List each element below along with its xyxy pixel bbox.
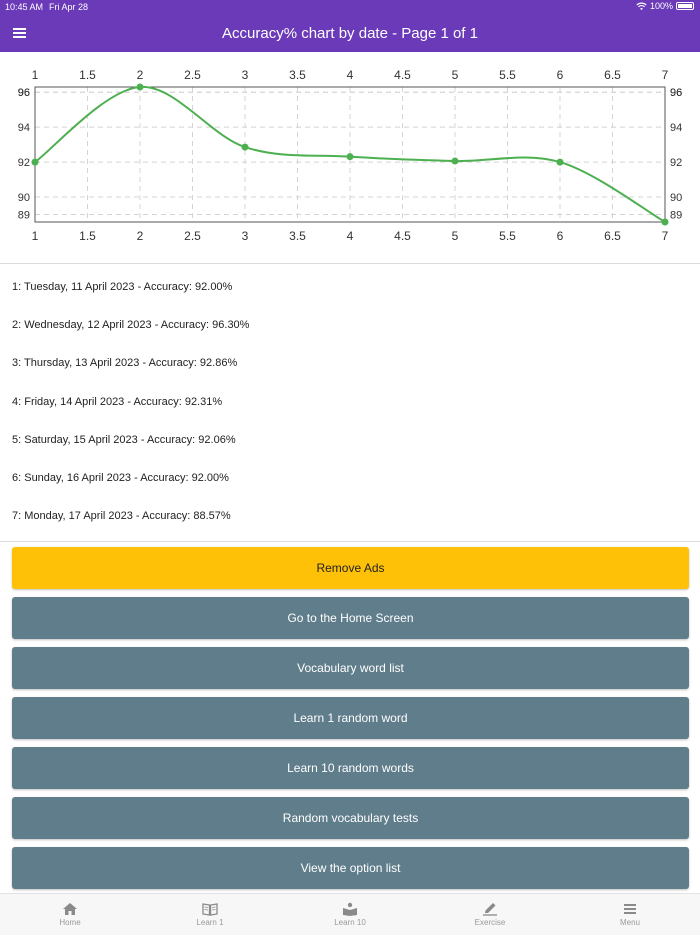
status-time: 10:45 AM: [5, 2, 44, 12]
y-tick-label-right: 92: [670, 157, 682, 169]
x-tick-label-bottom: 6: [557, 229, 564, 243]
x-tick-label-top: 1: [32, 68, 39, 82]
list-item: 2: Wednesday, 12 April 2023 - Accuracy: …: [12, 319, 250, 332]
reader-icon: [343, 902, 357, 916]
x-tick-label-top: 6.5: [604, 68, 621, 82]
divider: [0, 263, 700, 264]
nav-menu[interactable]: Menu: [560, 894, 700, 935]
data-point: [451, 157, 459, 165]
y-tick-label-right: 96: [670, 87, 682, 99]
list-item: 1: Tuesday, 11 April 2023 - Accuracy: 92…: [12, 281, 233, 293]
x-tick-label-top: 5.5: [499, 68, 516, 82]
x-tick-label-bottom: 4: [347, 229, 354, 243]
status-bar: 10:45 AM Fri Apr 28 100%: [0, 0, 700, 14]
menu-icon: [624, 904, 636, 914]
home-icon: [63, 903, 77, 915]
nav-label: Home: [59, 918, 81, 927]
x-tick-label-bottom: 7: [662, 229, 669, 243]
x-tick-label-bottom: 3.5: [289, 229, 306, 243]
y-tick-label-right: 96: [670, 87, 682, 99]
pencil-icon: [483, 903, 497, 916]
word-list-button[interactable]: Vocabulary word list: [12, 647, 689, 689]
nav-label: Exercise: [474, 918, 506, 927]
wifi-icon: [636, 2, 647, 10]
nav-label: Learn 10: [334, 918, 366, 927]
list-item: 4: Friday, 14 April 2023 - Accuracy: 92.…: [12, 395, 223, 408]
hamburger-icon[interactable]: [13, 28, 26, 38]
book-icon: [202, 903, 218, 916]
learn-one-button[interactable]: Learn 1 random word: [12, 697, 689, 739]
list-item: 5: Saturday, 15 April 2023 - Accuracy: 9…: [12, 433, 236, 446]
y-tick-label-left: 94: [18, 122, 30, 134]
x-tick-label-top: 7: [662, 68, 669, 82]
data-point: [136, 83, 144, 91]
x-tick-label-bottom: 3: [242, 229, 249, 243]
x-tick-label-bottom: 1.5: [79, 229, 96, 243]
bottom-nav: Home Learn 1 Learn 10 Exercise Menu: [0, 893, 700, 935]
data-point: [31, 158, 39, 166]
x-tick-label-bottom: 6.5: [604, 229, 621, 243]
app-bar: Accuracy% chart by date - Page 1 of 1: [0, 14, 700, 52]
x-tick-label-top: 5: [452, 68, 459, 82]
list-item: 3: Thursday, 13 April 2023 - Accuracy: 9…: [12, 357, 238, 370]
y-tick-label-left: 89: [18, 209, 30, 221]
plot-frame: [34, 86, 666, 223]
y-tick-label-right: 94: [670, 122, 682, 134]
page-title: Accuracy% chart by date - Page 1 of 1: [222, 25, 478, 42]
divider: [0, 541, 700, 542]
random-tests-button[interactable]: Random vocabulary tests: [12, 797, 689, 839]
data-point: [661, 218, 669, 226]
x-tick-label-top: 6: [557, 68, 564, 82]
data-point: [346, 153, 354, 161]
data-point: [241, 143, 249, 151]
nav-learn-1[interactable]: Learn 1: [140, 894, 280, 935]
nav-label: Menu: [619, 918, 640, 927]
x-tick-label-top: 4: [347, 68, 354, 82]
status-right: 100%: [636, 1, 694, 11]
data-point: [556, 158, 564, 166]
home-screen-button[interactable]: Go to the Home Screen: [12, 597, 689, 639]
x-tick-label-top: 2: [137, 68, 144, 82]
y-tick-label-left: 90: [18, 192, 30, 204]
x-tick-label-bottom: 5: [452, 229, 459, 243]
status-date: Fri Apr 28: [49, 2, 89, 12]
x-tick-label-top: 3: [242, 68, 249, 82]
list-item: 6: Sunday, 16 April 2023 - Accuracy: 92.…: [12, 471, 229, 484]
x-tick-label-top: 3.5: [289, 68, 306, 82]
nav-exercise[interactable]: Exercise: [420, 894, 560, 935]
chart-svg: 1 1 1.5 1.5 2 2 2.5 2.5 3 3 3.5 3.5 4 4 4.5 4.5 5 5 5.5 5.5…: [18, 68, 683, 243]
accuracy-chart: 1 1 1.5 1.5 2 2 2.5 2.5 3 3 3.5 3.5 4 4 4.5 4.5 5 5 5.5 5.5…: [0, 56, 700, 254]
x-tick-label-bottom: 4.5: [394, 229, 411, 243]
x-tick-label-top: 1.5: [79, 68, 96, 82]
y-tick-label-right: 89: [670, 209, 682, 221]
nav-home[interactable]: Home: [0, 894, 140, 935]
x-tick-label-bottom: 2: [137, 229, 144, 243]
list-item: 7: Monday, 17 April 2023 - Accuracy: 88.…: [12, 510, 231, 523]
entries-list: 1: Tuesday, 11 April 2023 - Accuracy: 92…: [12, 264, 249, 531]
remove-ads-button[interactable]: Remove Ads: [12, 547, 689, 589]
y-tick-label-left: 96: [18, 87, 30, 99]
nav-learn-10[interactable]: Learn 10: [280, 894, 420, 935]
nav-label: Learn 1: [196, 918, 224, 927]
x-tick-label-bottom: 1: [32, 229, 39, 243]
x-tick-label-top: 4.5: [394, 68, 411, 82]
y-tick-label-left: 92: [18, 157, 30, 169]
x-tick-label-top: 2.5: [184, 68, 201, 82]
x-tick-label-bottom: 5.5: [499, 229, 516, 243]
learn-ten-button[interactable]: Learn 10 random words: [12, 747, 689, 789]
x-tick-label-bottom: 2.5: [184, 229, 201, 243]
battery-percent: 100%: [649, 1, 673, 11]
y-tick-label-right: 90: [670, 192, 682, 204]
option-list-button[interactable]: View the option list: [12, 847, 689, 889]
y-tick-label-left: 96: [18, 87, 30, 99]
battery-icon: [676, 2, 694, 10]
